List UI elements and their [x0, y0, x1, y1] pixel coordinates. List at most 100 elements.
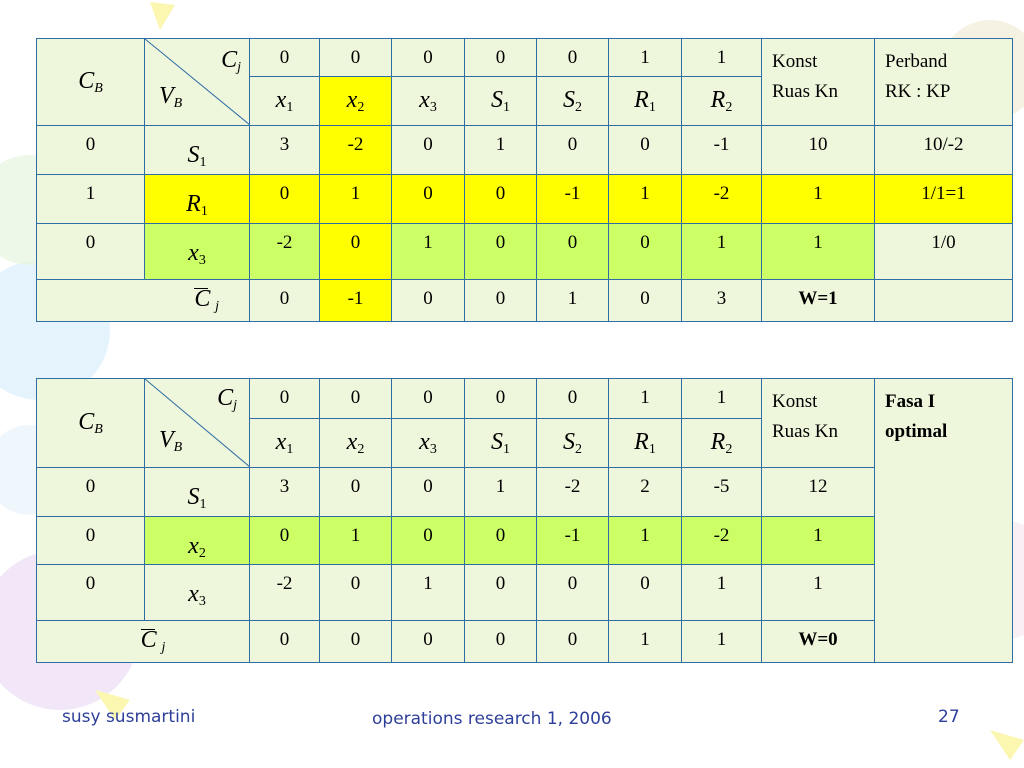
- objective-value: W=0: [761, 620, 875, 663]
- cbar-cell: 1: [681, 620, 762, 663]
- basis-variable: x3: [144, 223, 250, 280]
- cj-cell: 0: [391, 37, 465, 78]
- coef-cell: 1: [681, 564, 762, 621]
- cj-cell: 0: [536, 37, 609, 78]
- coef-cell: 0: [464, 516, 537, 565]
- cj-cell: 0: [319, 377, 392, 420]
- cj-cell: 1: [608, 377, 682, 420]
- coef-cell: 0: [391, 467, 465, 517]
- basis-variable: x3: [144, 564, 250, 621]
- cb-value: 0: [36, 467, 145, 517]
- cbar-cell: 3: [681, 279, 762, 322]
- simplex-table-2: CB Cj VB 0 0 0 0 0 1 1 Konst Ruas Kn Fasa…: [36, 377, 1013, 663]
- konst-value: 1: [761, 516, 875, 565]
- basis-variable: R1: [144, 174, 250, 224]
- cbar-cell: 0: [391, 279, 465, 322]
- cbar-cell: 1: [608, 620, 682, 663]
- cj-cell: 1: [608, 37, 682, 78]
- konst-value: 10: [761, 125, 875, 175]
- coef-cell: 0: [464, 174, 537, 224]
- cbar-cell: 0: [608, 279, 682, 322]
- perband-header: Perband RK : KP: [874, 38, 1013, 126]
- coef-cell: 0: [536, 564, 609, 621]
- table-row: 0 x2 0 1 0 0 -1 1 -2 1: [36, 516, 1013, 565]
- cbar-cell: 1: [536, 279, 609, 322]
- ratio-value: 1/0: [874, 223, 1013, 280]
- coef-cell: 0: [391, 516, 465, 565]
- cb-value: 0: [36, 516, 145, 565]
- coef-cell: -2: [536, 467, 609, 517]
- coef-cell: -1: [536, 174, 609, 224]
- coef-cell: 0: [249, 174, 320, 224]
- column-header-r2: R2: [681, 76, 762, 126]
- column-header-x1: x1: [249, 418, 320, 468]
- coef-cell: 1: [464, 125, 537, 175]
- cbar-cell: -1: [319, 279, 392, 322]
- table-row: 0 S1 3 -2 0 1 0 0 -1 10 10/-2: [36, 125, 1013, 175]
- column-header-x3: x3: [391, 418, 465, 468]
- column-header-x2: x2: [319, 418, 392, 468]
- table-row: 0 x3 -2 0 1 0 0 0 1 1: [36, 564, 1013, 621]
- vb-cj-diagonal-header: Cj VB: [144, 38, 250, 126]
- column-header-x3: x3: [391, 76, 465, 126]
- reduced-cost-row: C j 0 -1 0 0 1 0 3 W=1: [36, 279, 1013, 322]
- basis-variable: S1: [144, 467, 250, 517]
- column-header-r1: R1: [608, 76, 682, 126]
- vb-cj-diagonal-header: Cj VB: [144, 378, 250, 468]
- coef-cell: 0: [319, 467, 392, 517]
- coef-cell: 0: [464, 564, 537, 621]
- column-header-s1: S1: [464, 76, 537, 126]
- coef-cell: -2: [681, 516, 762, 565]
- konst-header: Konst Ruas Kn: [761, 38, 875, 126]
- cbar-cell: 0: [391, 620, 465, 663]
- cbar-cell: 0: [249, 620, 320, 663]
- cb-header: CB: [36, 38, 145, 126]
- footer-page-number: 27: [938, 707, 960, 727]
- column-header-r1: R1: [608, 418, 682, 468]
- coef-cell: 0: [608, 223, 682, 280]
- coef-cell: -2: [681, 174, 762, 224]
- cj-cell: 0: [249, 37, 320, 78]
- column-header-x2: x2: [319, 76, 392, 126]
- cbar-label: C j: [36, 620, 250, 663]
- coef-cell: 1: [608, 174, 682, 224]
- cbar-cell: 0: [319, 620, 392, 663]
- konst-value: 1: [761, 564, 875, 621]
- reduced-cost-row: C j 0 0 0 0 0 1 1 W=0: [36, 620, 1013, 663]
- coef-cell: 1: [681, 223, 762, 280]
- konst-header: Konst Ruas Kn: [761, 378, 875, 468]
- cbar-cell: 0: [464, 620, 537, 663]
- table-row: 1 R1 0 1 0 0 -1 1 -2 1 1/1=1: [36, 174, 1013, 224]
- cbar-cell: 0: [249, 279, 320, 322]
- cj-cell: 0: [319, 37, 392, 78]
- coef-cell: 0: [391, 174, 465, 224]
- konst-value: 12: [761, 467, 875, 517]
- column-header-s2: S2: [536, 418, 609, 468]
- cbar-cell: 0: [536, 620, 609, 663]
- coef-cell: 1: [391, 223, 465, 280]
- cj-cell: 1: [681, 377, 762, 420]
- coef-cell: 1: [319, 174, 392, 224]
- coef-cell: 0: [536, 223, 609, 280]
- basis-variable: x2: [144, 516, 250, 565]
- objective-value: W=1: [761, 279, 875, 322]
- column-header-s2: S2: [536, 76, 609, 126]
- konst-value: 1: [761, 223, 875, 280]
- empty-cell: [874, 279, 1013, 322]
- ratio-value: 1/1=1: [874, 174, 1013, 224]
- simplex-table-1: CB Cj VB 0 0 0 0 0 1 1 Konst Ruas Kn Perb…: [36, 37, 1013, 322]
- coef-cell: -1: [681, 125, 762, 175]
- coef-cell: 0: [608, 564, 682, 621]
- cj-cell: 0: [391, 377, 465, 420]
- table-row: 0 x3 -2 0 1 0 0 0 1 1 1/0: [36, 223, 1013, 280]
- column-header-r2: R2: [681, 418, 762, 468]
- cj-cell: 0: [249, 377, 320, 420]
- coef-cell: 1: [464, 467, 537, 517]
- coef-cell: 1: [319, 516, 392, 565]
- cb-header: CB: [36, 378, 145, 468]
- coef-cell: 0: [319, 223, 392, 280]
- footer-author: susy susmartini: [62, 707, 196, 727]
- cb-value: 0: [36, 564, 145, 621]
- coef-cell: 0: [391, 125, 465, 175]
